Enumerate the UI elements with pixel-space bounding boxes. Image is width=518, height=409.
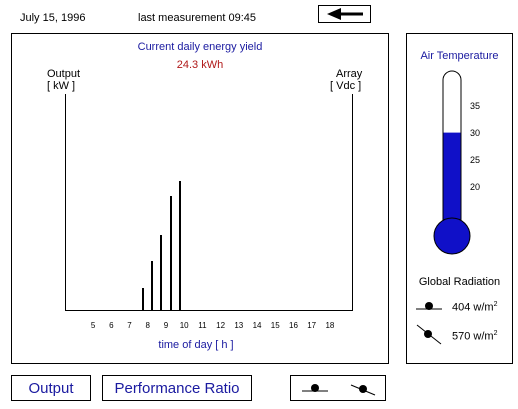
left-axis-line: [65, 94, 66, 311]
last-measurement-label: last measurement 09:45: [138, 12, 257, 24]
radiation-horizontal-value: 404 w/m2: [452, 301, 497, 314]
radiation-horizontal-exp: 2: [493, 301, 498, 308]
x-tick-label: 7: [127, 321, 132, 330]
right-axis-label-line2: [ Vdc ]: [330, 80, 362, 92]
left-axis-label: Output [ kW ]: [47, 68, 87, 92]
x-tick-label: 11: [198, 321, 207, 330]
radiation-tilted-number: 570 w/m: [452, 330, 494, 343]
x-tick-label: 13: [234, 321, 244, 330]
x-tick-label: 9: [163, 321, 169, 330]
x-tick-label: 12: [216, 321, 226, 330]
sensor-toggle-button[interactable]: [290, 375, 386, 401]
radiation-row-tilted: 570 w/m2: [412, 322, 512, 346]
x-tick-label: 10: [179, 321, 189, 330]
horizontal-sensor-icon: [416, 302, 442, 310]
radiation-horizontal-number: 404 w/m: [452, 301, 494, 314]
temperature-tick-label: 35: [470, 101, 481, 112]
x-tick-label: 6: [109, 321, 114, 330]
performance-ratio-button[interactable]: Performance Ratio: [102, 375, 252, 401]
temperature-tick-label: 20: [470, 182, 481, 193]
output-bar: [178, 180, 181, 310]
radiation-tilted-exp: 2: [493, 330, 498, 337]
x-tick-label: 14: [252, 321, 262, 330]
global-radiation-title: Global Radiation: [418, 276, 501, 288]
x-tick-label: 5: [90, 321, 96, 330]
x-axis-label: time of day [ h ]: [158, 339, 234, 351]
output-button[interactable]: Output: [11, 375, 91, 401]
x-tick-label: 15: [270, 321, 280, 330]
radiation-row-horizontal: 404 w/m2: [412, 296, 512, 316]
date-label: July 15, 1996: [20, 12, 86, 24]
right-axis-line: [352, 94, 353, 311]
output-bar: [142, 288, 145, 310]
thermometer-icon: [433, 70, 471, 255]
back-button[interactable]: [318, 5, 371, 23]
x-tick-label: 16: [289, 321, 298, 330]
chart-panel: [11, 33, 389, 364]
air-temperature-title: Air Temperature: [420, 50, 499, 62]
radiation-tilted-value: 570 w/m2: [452, 330, 497, 343]
x-tick-label: 18: [325, 321, 335, 330]
x-tick-label: 8: [145, 321, 150, 330]
left-axis-label-line1: Output: [47, 68, 81, 80]
daily-yield-value: 24.3 kWh: [176, 59, 224, 71]
right-axis-label-line1: Array: [336, 68, 363, 80]
output-bar: [151, 261, 154, 310]
output-bar: [160, 235, 163, 310]
temperature-tick-label: 30: [470, 128, 481, 139]
left-axis-label-line2: [ kW ]: [47, 80, 76, 92]
chart-title: Current daily energy yield: [137, 41, 263, 53]
left-arrow-icon: [327, 8, 363, 20]
tilted-sensor-icon: [350, 384, 376, 396]
tilted-sensor-icon: [416, 324, 442, 345]
temperature-tick-label: 25: [470, 155, 481, 166]
output-bar: [169, 195, 172, 310]
x-axis-line: [65, 310, 353, 311]
horizontal-sensor-icon: [302, 384, 328, 392]
right-axis-label: Array [ Vdc ]: [330, 68, 374, 92]
x-tick-label: 17: [307, 321, 317, 330]
